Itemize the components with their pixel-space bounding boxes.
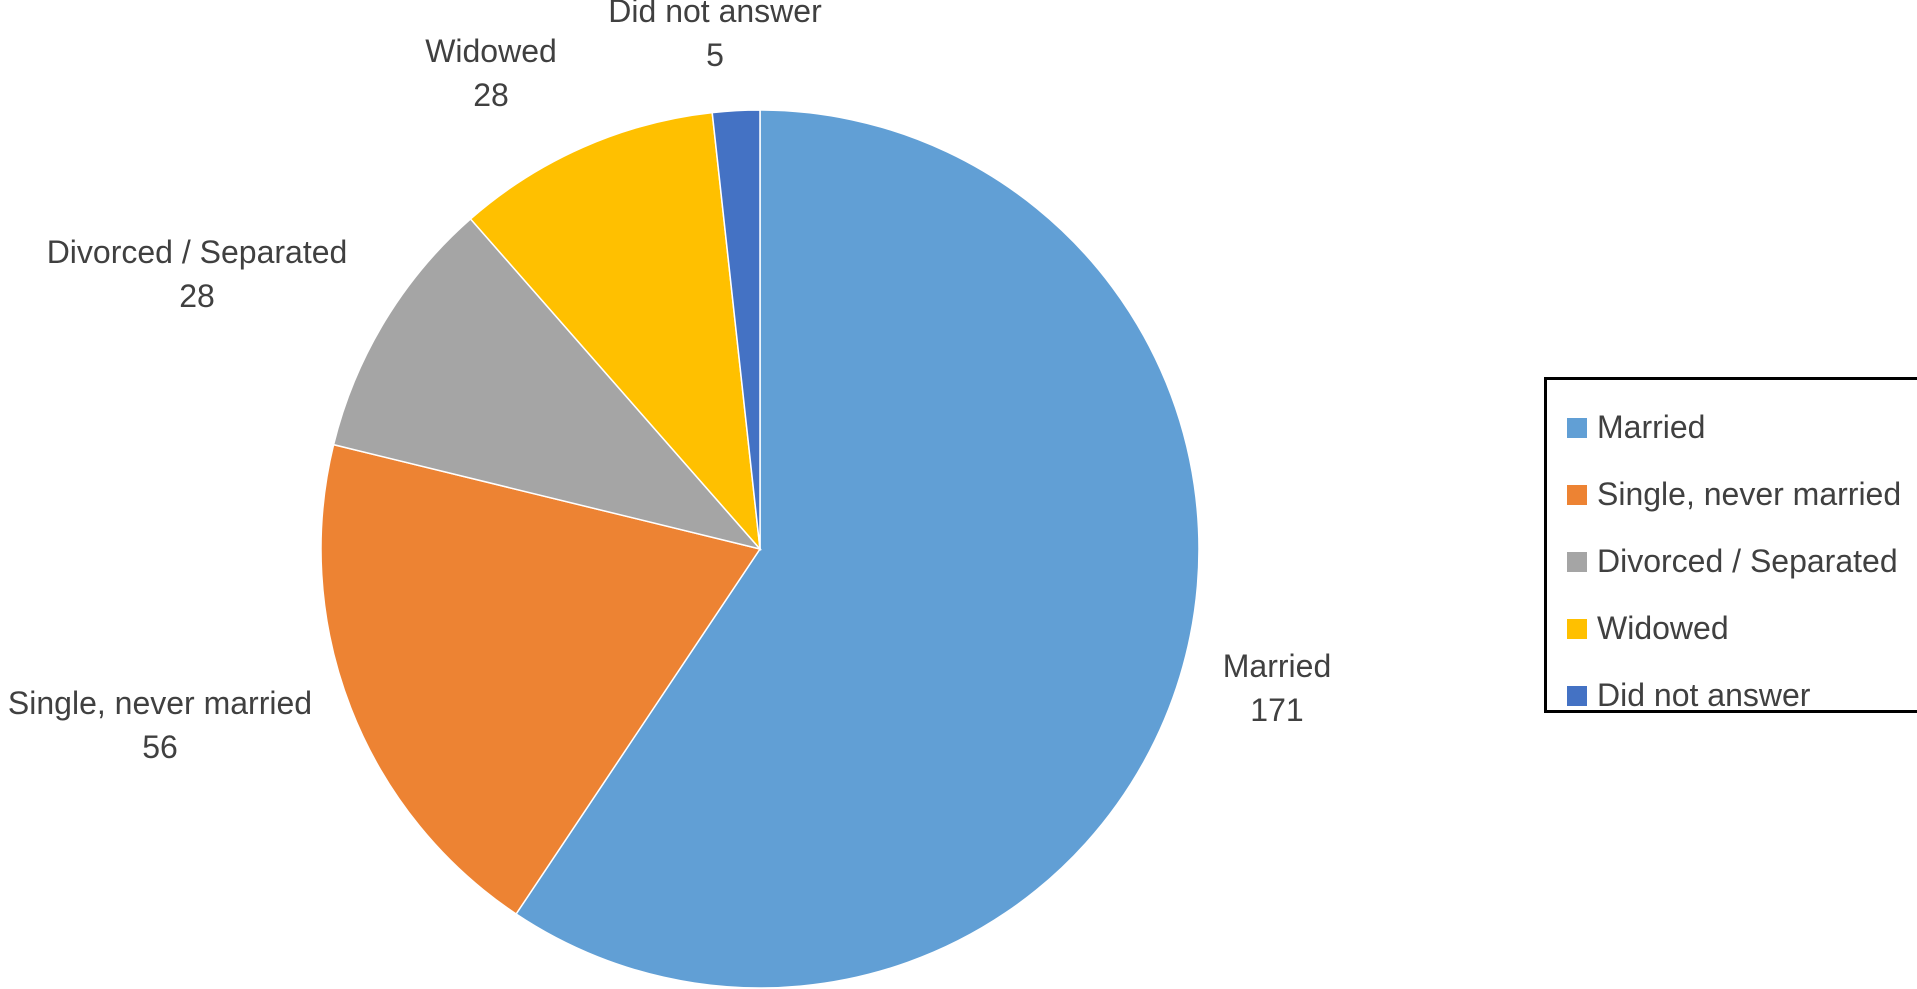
legend-swatch-did-not-answer xyxy=(1567,685,1587,706)
legend-label-single-never-married: Single, never married xyxy=(1597,476,1902,512)
pie-slice-single-never-married xyxy=(320,443,762,916)
data-label-widowed: Widowed 28 xyxy=(425,33,557,113)
legend-label-widowed: Widowed xyxy=(1597,610,1729,646)
pie-slices xyxy=(320,109,1200,989)
legend-item-did-not-answer: Did not answer xyxy=(1567,662,1917,729)
data-labels: Married 171 Single, never married 56 Divorce… xyxy=(8,0,1331,765)
legend-item-divorced-separated: Divorced / Separated xyxy=(1567,528,1917,595)
pie-slice-divorced-separated xyxy=(332,217,763,551)
pie-slice-married xyxy=(515,109,1200,989)
legend-label-did-not-answer: Did not answer xyxy=(1597,677,1811,713)
legend-item-single-never-married: Single, never married xyxy=(1567,461,1917,528)
legend-label-married: Married xyxy=(1597,409,1706,445)
legend-swatch-married xyxy=(1567,417,1587,438)
legend-swatch-widowed xyxy=(1567,618,1587,639)
data-label-divorced-separated: Divorced / Separated 28 xyxy=(47,234,348,314)
pie-slice-widowed xyxy=(469,111,762,552)
legend-item-widowed: Widowed xyxy=(1567,595,1917,662)
legend-item-married: Married xyxy=(1567,394,1917,461)
pie-slice-did-not-answer xyxy=(711,109,761,550)
legend-swatch-single-never-married xyxy=(1567,484,1587,505)
data-label-married: Married 171 xyxy=(1223,648,1331,728)
data-label-single-never-married: Single, never married 56 xyxy=(8,685,312,765)
legend-swatch-divorced-separated xyxy=(1567,551,1587,572)
legend: Married Single, never married Divorced /… xyxy=(1544,377,1917,713)
data-label-did-not-answer: Did not answer 5 xyxy=(608,0,822,73)
legend-label-divorced-separated: Divorced / Separated xyxy=(1597,543,1898,579)
